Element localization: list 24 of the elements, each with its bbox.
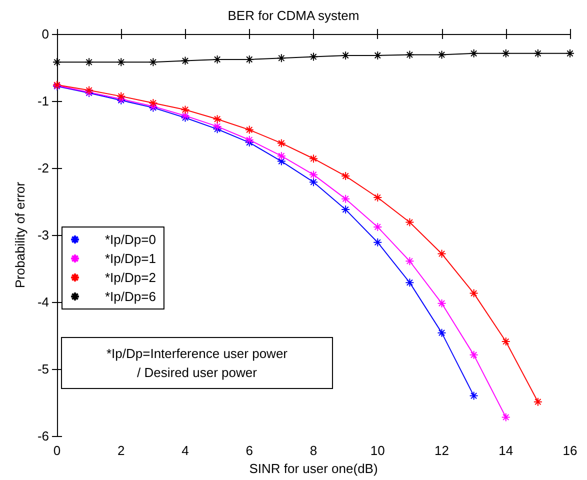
y-tick-label: -4 [37, 294, 49, 310]
x-tick-label: 6 [246, 443, 253, 458]
x-tick-label: 14 [498, 443, 514, 458]
x-tick-label: 10 [370, 443, 385, 458]
x-tick-label: 2 [118, 443, 125, 458]
legend-label: *Ip/Dp=1 [105, 251, 156, 266]
y-tick-label: -3 [37, 228, 49, 242]
x-axis-title: SINR for user one(dB) [249, 461, 378, 476]
note-box: *Ip/Dp=Interference user power / Desired user power [61, 337, 333, 389]
y-tick-label: 0 [42, 26, 49, 42]
x-tick-label: 8 [310, 443, 318, 458]
y-axis-title: Probability of error [12, 181, 28, 288]
legend-label: *Ip/Dp=2 [105, 270, 156, 285]
y-tick-label: -2 [37, 160, 49, 176]
x-tick-label: 0 [53, 443, 61, 458]
x-tick-label: 16 [562, 443, 578, 458]
y-tick-label: -5 [37, 362, 49, 376]
legend-label: *Ip/Dp=6 [105, 289, 156, 304]
x-tick-label: 4 [182, 443, 189, 458]
y-tick-label: -6 [37, 428, 49, 444]
chart-title: BER for CDMA system [228, 8, 360, 23]
x-tick-label: 12 [434, 443, 449, 458]
y-tick-label: -1 [37, 94, 49, 108]
legend-label: *Ip/Dp=0 [105, 232, 156, 247]
